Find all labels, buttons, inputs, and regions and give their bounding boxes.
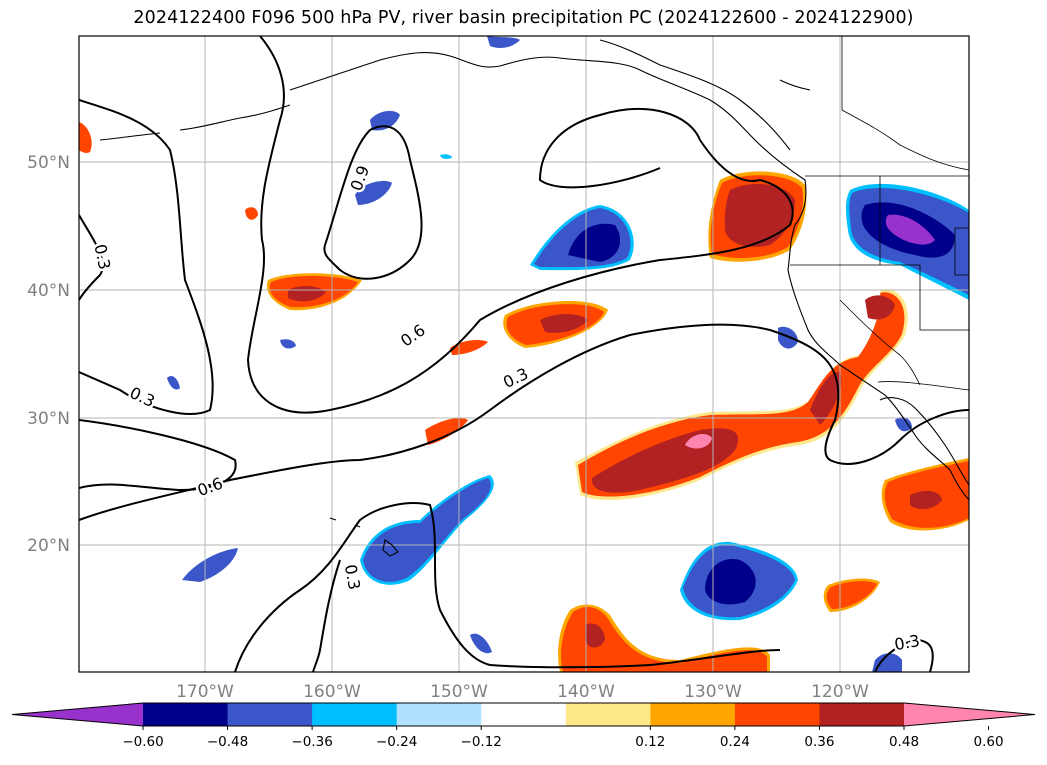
lat-label: 40°N	[27, 281, 70, 301]
colorbar: −0.60 −0.48 −0.36 −0.24 −0.12 0.12 0.24 0.36 0.4…	[11, 702, 1036, 750]
colorbar-extend-high	[904, 703, 1035, 726]
colorbar-tick-label: 0.36	[804, 734, 834, 750]
colorbar-segment	[565, 703, 651, 726]
lon-label: 130°W	[684, 682, 742, 702]
colorbar-segment	[312, 703, 398, 726]
colorbar-segment	[481, 703, 567, 726]
colorbar-segment	[227, 703, 313, 726]
lon-label: 140°W	[557, 682, 615, 702]
colorbar-tick-label: 0.24	[720, 734, 750, 750]
lat-label: 20°N	[27, 536, 70, 556]
political-borders	[790, 36, 969, 391]
map-title: 2024122400 F096 500 hPa PV, river basin …	[133, 8, 914, 28]
lat-label: 50°N	[27, 153, 70, 173]
pv-contours	[79, 36, 969, 672]
gridlines	[79, 36, 969, 672]
lon-label: 150°W	[430, 682, 488, 702]
lat-label: 30°N	[27, 409, 70, 429]
colorbar-segment	[650, 703, 736, 726]
colorbar-tick-label: −0.24	[376, 734, 417, 750]
colorbar-tick-label: 0.48	[889, 734, 919, 750]
lon-label: 170°W	[176, 682, 234, 702]
negative-precip-anomalies	[167, 36, 969, 672]
colorbar-tick-label: −0.36	[291, 734, 332, 750]
map-frame	[78, 35, 970, 673]
lat-labels: 50°N 40°N 30°N 20°N	[27, 153, 70, 556]
lon-label: 120°W	[811, 682, 869, 702]
lon-labels: 170°W 160°W 150°W 140°W 130°W 120°W	[176, 682, 869, 702]
colorbar-segment	[819, 703, 905, 726]
lon-label: 160°W	[303, 682, 361, 702]
colorbar-tick-label: −0.12	[461, 734, 502, 750]
colorbar-segment	[734, 703, 820, 726]
colorbar-tick-label: −0.60	[122, 734, 163, 750]
coastlines	[99, 39, 969, 557]
colorbar-tick-label: −0.48	[207, 734, 248, 750]
colorbar-segment	[143, 703, 229, 726]
map-area: 0.9 0.3 0.6 0.3 0.3 0.6 0.3 0.3	[79, 36, 969, 672]
colorbar-tick-label: 0.12	[635, 734, 665, 750]
colorbar-tick-label: 0.60	[974, 734, 1004, 750]
colorbar-extend-low	[12, 703, 143, 726]
positive-precip-anomalies	[79, 122, 969, 672]
colorbar-segment	[396, 703, 482, 726]
